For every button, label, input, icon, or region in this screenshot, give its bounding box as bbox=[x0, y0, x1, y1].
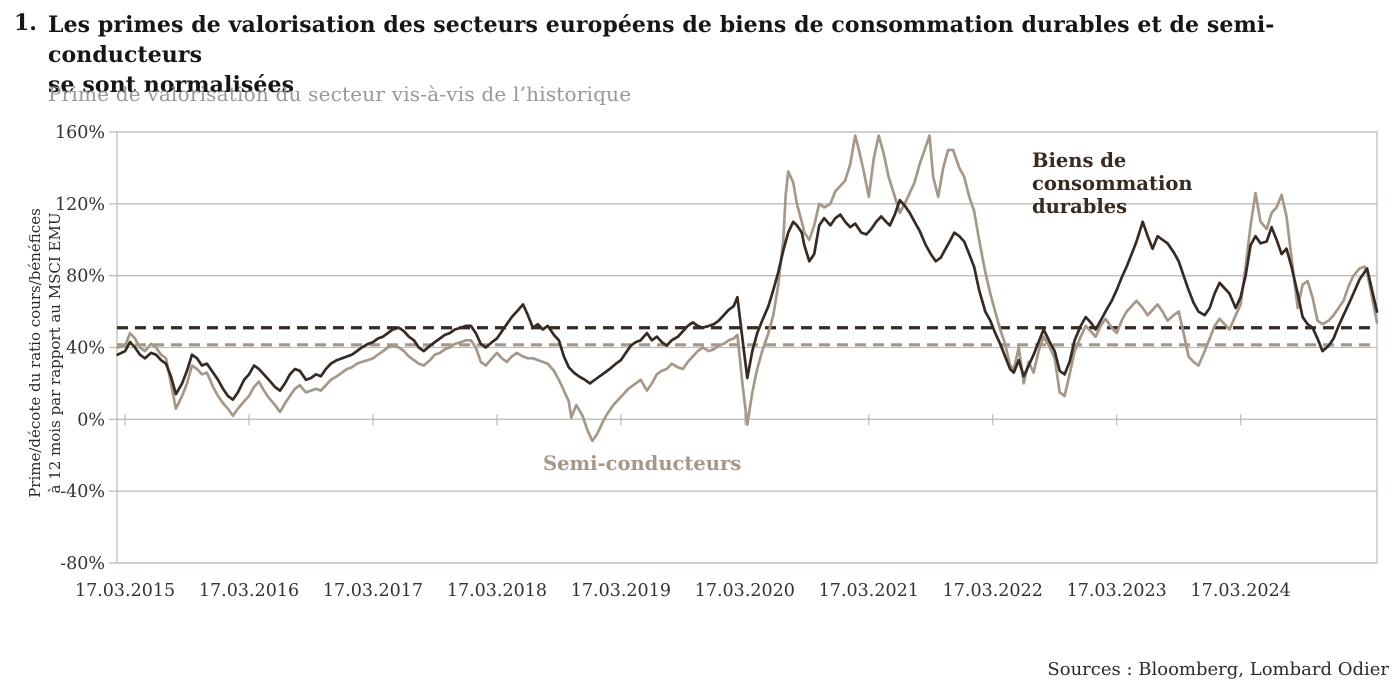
figure-title-line2: se sont normalisées bbox=[48, 72, 295, 98]
x-tick-label: 17.03.2021 bbox=[819, 581, 919, 601]
source-note: Sources : Bloomberg, Lombard Odier bbox=[1047, 659, 1389, 680]
x-tick-label: 17.03.2019 bbox=[571, 581, 671, 601]
durables-series-label-line1: Biens de bbox=[1032, 149, 1127, 172]
y-tick-label: 0% bbox=[77, 410, 105, 430]
durables-series-line bbox=[116, 198, 1379, 401]
figure-number: 1. bbox=[14, 10, 37, 36]
y-tick-label: 80% bbox=[66, 267, 105, 287]
durables-series-label-line3: durables bbox=[1032, 195, 1128, 218]
y-tick-label: 160% bbox=[55, 123, 105, 143]
y-tick-label: 120% bbox=[55, 195, 105, 215]
durables-series-label-line2: consommation bbox=[1032, 172, 1193, 195]
x-tick-label: 17.03.2020 bbox=[695, 581, 795, 601]
y-tick-label: -40% bbox=[60, 482, 105, 502]
y-tick-label: 40% bbox=[66, 339, 105, 359]
x-tick-label: 17.03.2024 bbox=[1191, 581, 1291, 601]
semiconductors-series-line bbox=[116, 134, 1379, 443]
x-tick-label: 17.03.2017 bbox=[323, 581, 423, 601]
x-tick-label: 17.03.2018 bbox=[447, 581, 547, 601]
durables-series-label: Biens de consommation durables bbox=[1032, 149, 1193, 218]
x-tick-label: 17.03.2015 bbox=[75, 581, 175, 601]
y-tick-label: -80% bbox=[60, 554, 105, 574]
x-tick-label: 17.03.2022 bbox=[943, 581, 1043, 601]
figure-title-line1: Les primes de valorisation des secteurs … bbox=[48, 12, 1275, 68]
figure-subtitle: Prime de valorisation du secteur vis-à-v… bbox=[48, 82, 632, 106]
x-tick-label: 17.03.2023 bbox=[1067, 581, 1167, 601]
figure-title: Les primes de valorisation des secteurs … bbox=[48, 10, 1393, 100]
semiconductors-series-label: Semi-conducteurs bbox=[543, 452, 742, 475]
x-tick-label: 17.03.2016 bbox=[199, 581, 299, 601]
